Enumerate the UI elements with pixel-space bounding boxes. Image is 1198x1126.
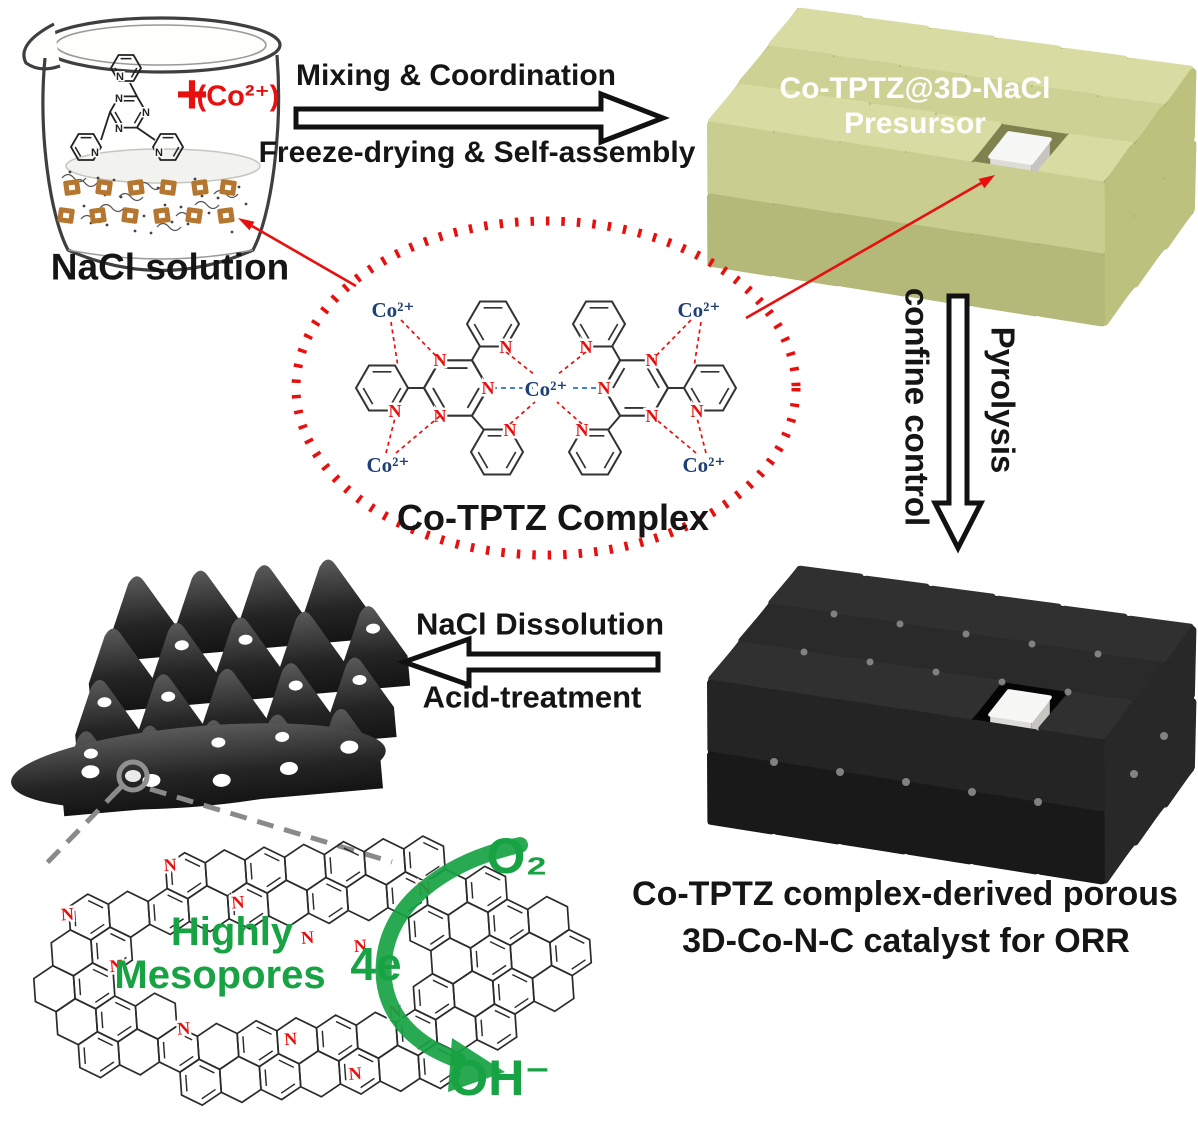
chem-label: N [91, 147, 99, 159]
chem-label: N [353, 935, 367, 956]
chem-label: N [176, 1018, 190, 1039]
oxygen-label: O₂ [486, 828, 548, 884]
chem-label: N [504, 420, 517, 440]
chem-label: N [115, 123, 123, 135]
figure-caption-line1: Co-TPTZ complex-derived porous [632, 875, 1178, 913]
arrow-left-step3 [396, 635, 661, 689]
nacl-solution-label: NaCl solution [50, 246, 290, 288]
chem-label: N [60, 904, 74, 925]
arrow-right-step1 [293, 90, 670, 146]
mesopores-label: Mesopores [114, 953, 326, 997]
chem-label: N [389, 401, 402, 421]
freeze-drying-label: Freeze-drying & Self-assembly [258, 136, 696, 169]
chem-label: N [142, 107, 150, 119]
chem-label: N [116, 71, 124, 83]
nacl-precursor-cube-block [707, 7, 1197, 327]
chem-label: N [482, 378, 495, 398]
figure-caption-line2: 3D-Co-N-C catalyst for ORR [682, 922, 1130, 960]
chem-label: N [691, 401, 704, 421]
chem-label: N [283, 1028, 297, 1049]
chem-label: N [576, 420, 589, 440]
magnifier-icon [42, 759, 393, 868]
chem-label: N [646, 406, 659, 426]
orr-reaction-arrow [375, 837, 528, 1092]
chem-label: N [434, 406, 447, 426]
chem-label: N [598, 378, 611, 398]
cobalt-ion-label: (Co²⁺) [196, 80, 280, 113]
chem-label: N [500, 337, 513, 357]
chem-label: N [231, 892, 245, 913]
chem-label: Co²⁺ [366, 453, 409, 477]
chem-label: Co²⁺ [524, 377, 567, 401]
n-doped-graphene-sheet [32, 835, 593, 1107]
four-electron-label: 4e [350, 938, 402, 990]
pyrolysis-label: Pyrolysis [984, 326, 1022, 474]
red-pointer-arrows [238, 175, 995, 320]
precursor-label-line2: Presursor [844, 107, 986, 140]
chem-label: N [580, 337, 593, 357]
chem-label: Co²⁺ [371, 298, 414, 322]
precursor-label-line1: Co-TPTZ@3D-NaCl [779, 72, 1051, 105]
chem-label: Co²⁺ [677, 298, 720, 322]
complex-caption: Co-TPTZ Complex [397, 497, 709, 538]
chem-label: Co²⁺ [682, 453, 725, 477]
arrow-down-pyrolysis [930, 293, 986, 554]
porous-carbon-sheet [11, 559, 411, 817]
hydroxide-label: OH⁻ [449, 1050, 551, 1106]
chem-label: N [155, 147, 163, 159]
highly-label: Highly [170, 910, 294, 954]
nacl-dissolution-label: NaCl Dissolution [415, 606, 665, 642]
carbon-cube-block [707, 565, 1197, 885]
acid-treatment-label: Acid-treatment [422, 679, 642, 715]
confine-control-label: confine control [898, 287, 936, 527]
chem-label: N [348, 1063, 362, 1084]
chem-label: N [163, 854, 177, 875]
mixing-coordination-label: Mixing & Coordination [296, 59, 616, 92]
chem-label: N [115, 93, 123, 105]
plus-sign: + [175, 62, 209, 125]
chem-label: N [300, 927, 314, 948]
chem-label: N [109, 955, 123, 976]
